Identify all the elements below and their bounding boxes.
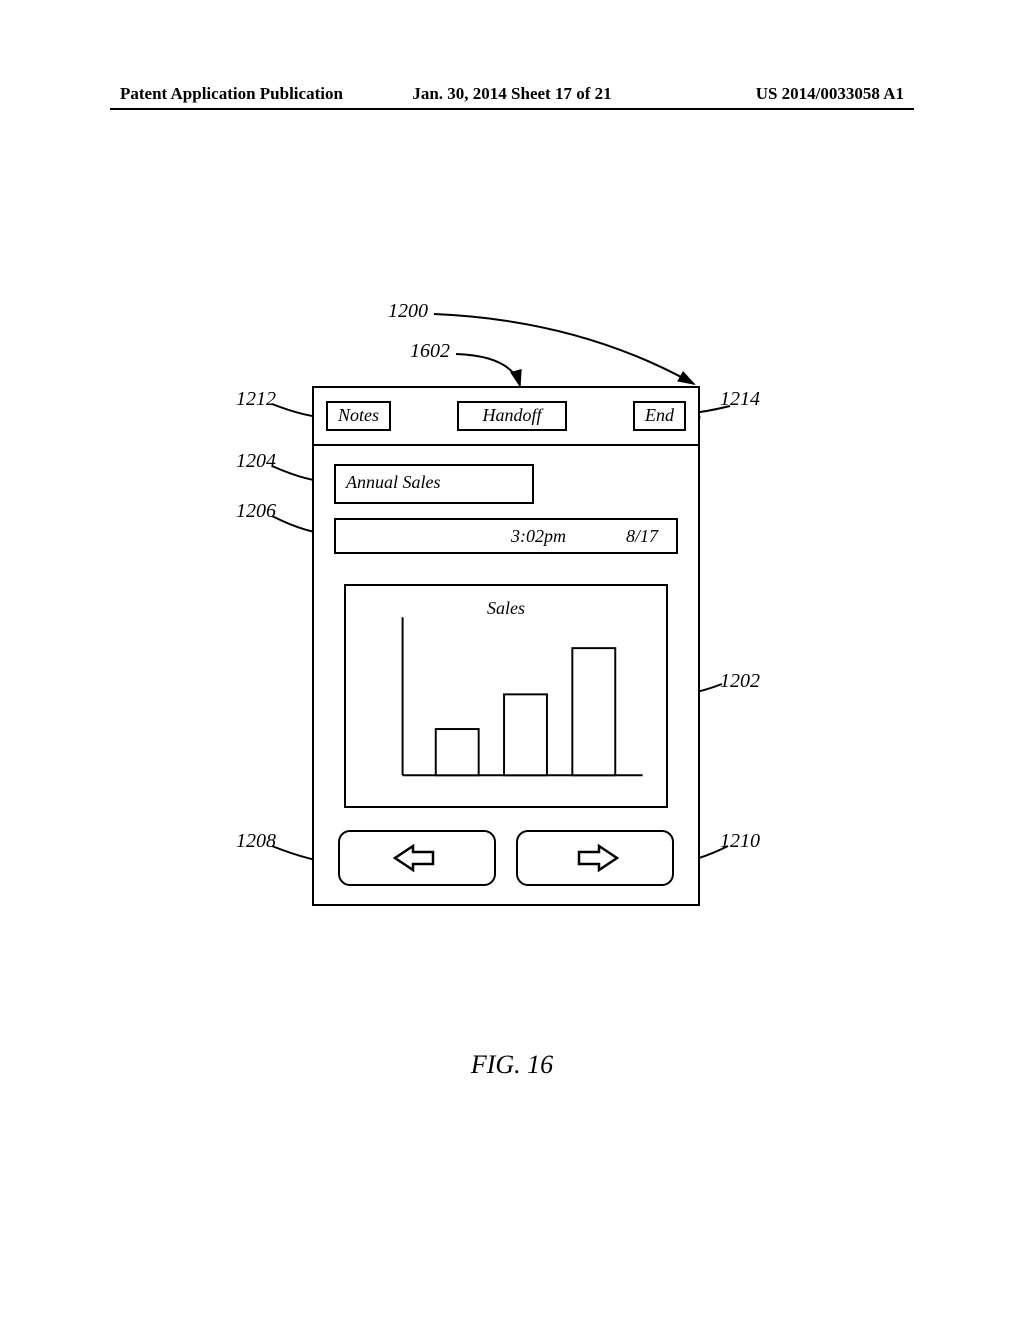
ref-1210: 1210 — [720, 830, 760, 853]
figure-16: 1200 1602 1212 1204 1206 1214 1202 1208 … — [0, 300, 1024, 1000]
device-frame: Notes Handoff End Annual Sales 3:02pm 8/… — [312, 386, 700, 906]
page: Patent Application Publication Jan. 30, … — [0, 0, 1024, 1320]
ref-1212: 1212 — [236, 388, 276, 411]
arrow-left-icon — [389, 840, 445, 876]
ref-1206: 1206 — [236, 500, 276, 523]
end-button[interactable]: End — [633, 401, 686, 432]
notes-button[interactable]: Notes — [326, 401, 391, 432]
ref-1208: 1208 — [236, 830, 276, 853]
slide-preview: Sales — [344, 584, 668, 808]
header-rule — [110, 108, 914, 110]
sales-bar-chart — [346, 586, 666, 805]
ref-1202: 1202 — [720, 670, 760, 693]
header-right: US 2014/0033058 A1 — [643, 84, 904, 104]
ref-1602: 1602 — [410, 340, 450, 363]
ref-1204: 1204 — [236, 450, 276, 473]
page-header: Patent Application Publication Jan. 30, … — [120, 84, 904, 104]
clock-time: 3:02pm — [511, 526, 566, 547]
slide-counter: 8/17 — [626, 526, 658, 547]
lead-1200 — [430, 310, 710, 390]
ref-1200: 1200 — [388, 300, 428, 323]
handoff-button[interactable]: Handoff — [457, 401, 567, 432]
next-slide-button[interactable] — [516, 830, 674, 886]
prev-slide-button[interactable] — [338, 830, 496, 886]
presentation-title: Annual Sales — [334, 464, 534, 504]
figure-caption: FIG. 16 — [0, 1050, 1024, 1080]
status-bar: 3:02pm 8/17 — [334, 518, 678, 554]
arrow-right-icon — [567, 840, 623, 876]
nav-row — [338, 830, 674, 886]
toolbar: Notes Handoff End — [314, 388, 698, 446]
ref-1214: 1214 — [720, 388, 760, 411]
header-left: Patent Application Publication — [120, 84, 381, 104]
header-middle: Jan. 30, 2014 Sheet 17 of 21 — [381, 84, 642, 104]
